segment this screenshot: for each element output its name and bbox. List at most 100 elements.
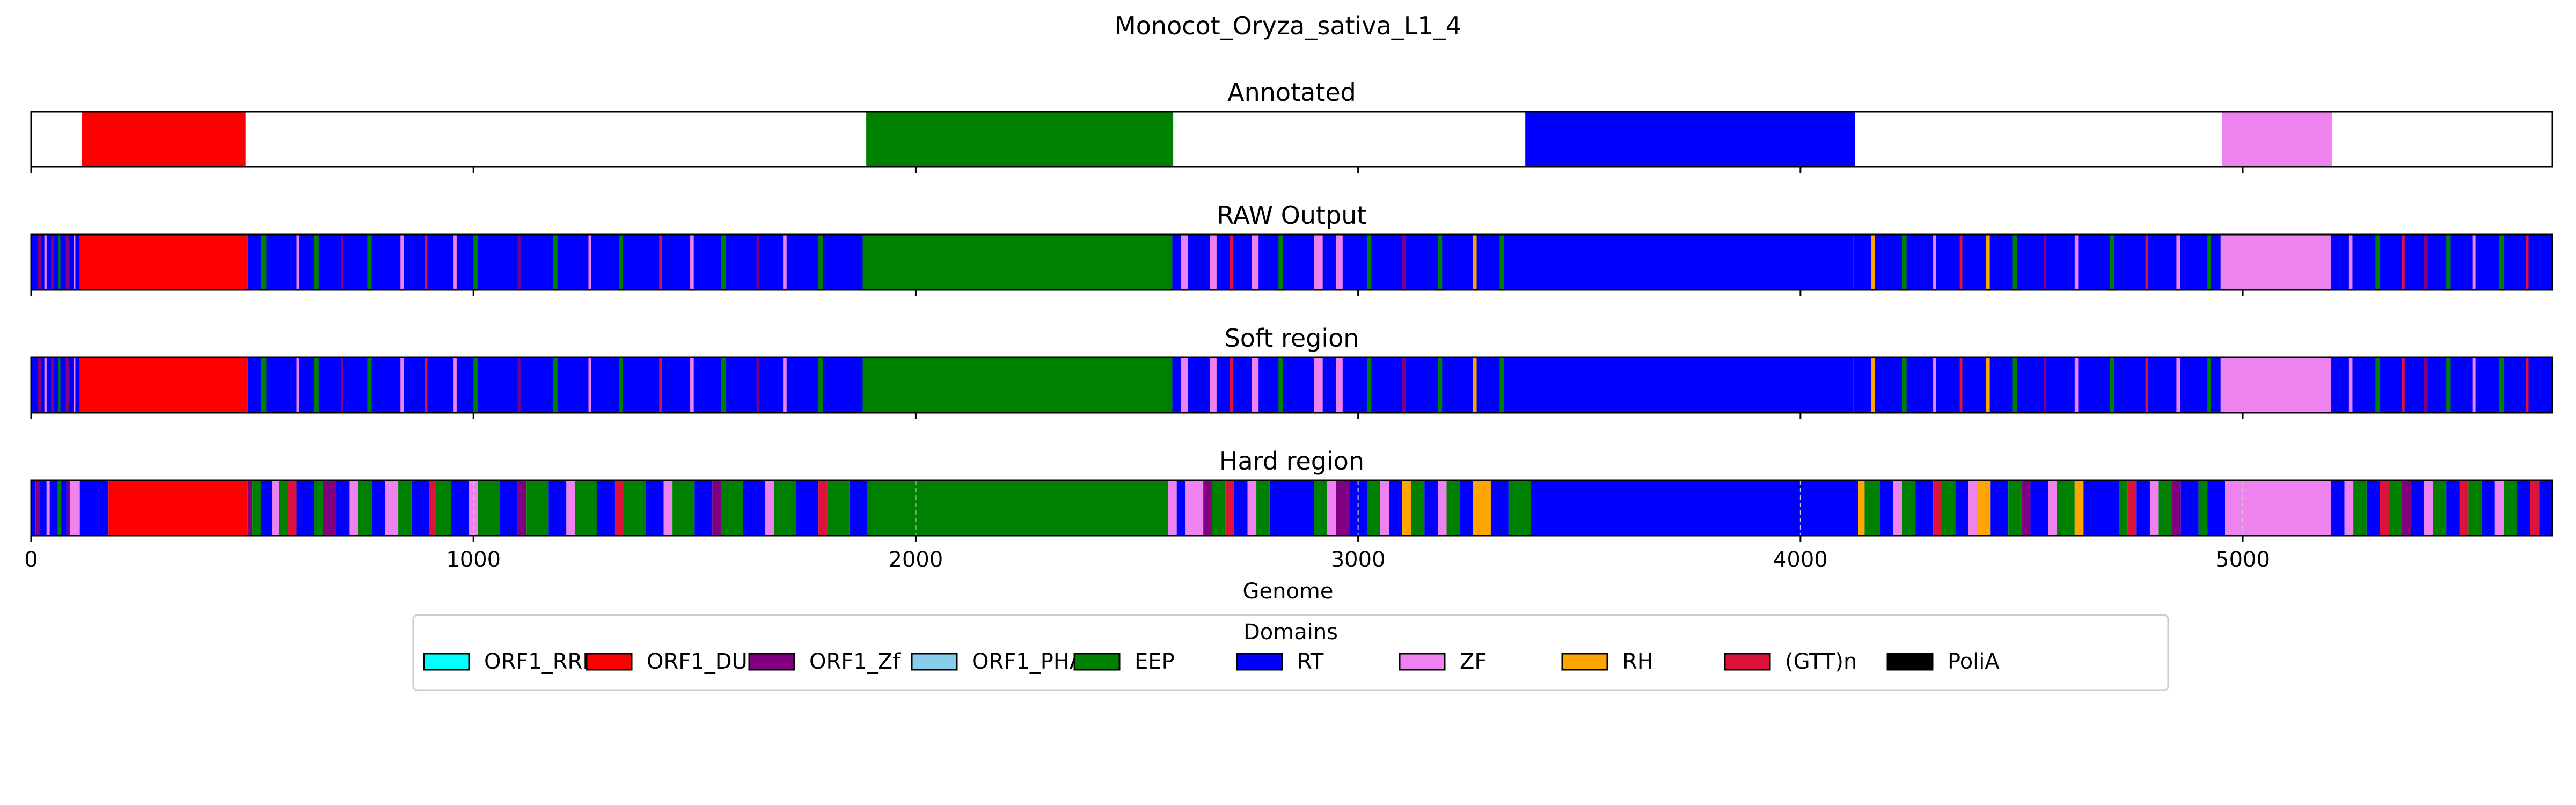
segment-orf1-zf bbox=[340, 235, 343, 290]
segment-rt bbox=[296, 480, 314, 536]
segment-rt bbox=[597, 480, 615, 536]
segment-rh bbox=[1857, 480, 1865, 536]
legend-label: PoliA bbox=[1948, 649, 2000, 674]
segment-zf bbox=[349, 480, 358, 536]
segment-zf bbox=[2074, 357, 2079, 413]
legend: Domains ORF1_RRM ORF1_DUF ORF1_Zf ORF1_PHA E… bbox=[412, 614, 2169, 691]
x-axis-label: Genome bbox=[1242, 579, 1333, 604]
segment-zf bbox=[1314, 357, 1323, 413]
segment-gtt-n bbox=[2459, 480, 2469, 536]
segment-orf1-zf bbox=[756, 235, 759, 290]
segment-eep bbox=[2158, 480, 2172, 536]
track-hard-region: Hard region bbox=[30, 447, 2553, 542]
segment-zf bbox=[2176, 357, 2180, 413]
segment-zf bbox=[1893, 480, 1902, 536]
segment-eep bbox=[398, 480, 412, 536]
legend-item-zf: ZF bbox=[1399, 649, 1487, 674]
segment-eep bbox=[2446, 235, 2451, 290]
segment-eep bbox=[252, 480, 261, 536]
segment-zf bbox=[1380, 480, 1389, 536]
segment-eep bbox=[721, 480, 743, 536]
legend-item-rh: RH bbox=[1561, 649, 1653, 674]
legend-swatch bbox=[1561, 653, 1608, 671]
segment-eep bbox=[2353, 480, 2367, 536]
segment-orf1-zf bbox=[1336, 480, 1350, 536]
legend-title: Domains bbox=[1243, 620, 1338, 645]
segment-eep bbox=[867, 480, 1168, 536]
legend-label: ORF1_PHA bbox=[972, 649, 1085, 674]
segment-gtt-n bbox=[2402, 235, 2405, 290]
segment-zf bbox=[1210, 235, 1217, 290]
segment-rt bbox=[2411, 480, 2424, 536]
segment-zf bbox=[74, 235, 76, 290]
legend-item-orf1-zf: ORF1_Zf bbox=[748, 649, 901, 674]
segment-eep bbox=[2110, 235, 2115, 290]
segment-zf bbox=[2176, 235, 2180, 290]
legend-item-orf1-pha: ORF1_PHA bbox=[911, 649, 1085, 674]
segment-rt bbox=[1915, 480, 1934, 536]
segment-orf1-zf bbox=[712, 480, 721, 536]
segment-eep bbox=[1256, 480, 1270, 536]
track-title: RAW Output bbox=[1217, 201, 1367, 230]
legend-item-polia: PoliA bbox=[1886, 649, 2000, 674]
segment-orf1-zf bbox=[756, 357, 759, 413]
segment-zf bbox=[1185, 480, 1204, 536]
legend-label: ORF1_RRM bbox=[484, 649, 601, 674]
segment-eep bbox=[1411, 480, 1425, 536]
segment-rt bbox=[2030, 480, 2048, 536]
segment-orf1-zf bbox=[38, 357, 41, 413]
segment-zf bbox=[469, 480, 478, 536]
segment-rh bbox=[1473, 235, 1477, 290]
segment-rh bbox=[1473, 480, 1491, 536]
segment-zf bbox=[1933, 357, 1936, 413]
segment-rt bbox=[31, 480, 36, 536]
segment-orf1-zf bbox=[38, 235, 41, 290]
segment-eep bbox=[1902, 480, 1916, 536]
segment-zf bbox=[2225, 480, 2331, 536]
legend-label: ORF1_Zf bbox=[809, 649, 901, 674]
segment-eep bbox=[827, 480, 850, 536]
segment-zf bbox=[2222, 112, 2332, 167]
segment-rh bbox=[1986, 235, 1990, 290]
segment-rt bbox=[451, 480, 469, 536]
segment-orf1-zf bbox=[323, 480, 336, 536]
segment-rt bbox=[548, 480, 567, 536]
segment-eep bbox=[866, 112, 1174, 167]
segment-zf bbox=[70, 480, 80, 536]
segment-eep bbox=[261, 235, 267, 290]
segment-eep bbox=[1367, 357, 1372, 413]
segment-orf1-zf bbox=[247, 480, 253, 536]
segment-eep bbox=[2433, 480, 2447, 536]
segment-eep bbox=[58, 235, 61, 290]
segment-gtt-n bbox=[659, 235, 662, 290]
segment-eep bbox=[314, 235, 319, 290]
segment-rt bbox=[1176, 480, 1186, 536]
x-tick-label: 5000 bbox=[2215, 547, 2270, 572]
segment-gtt-n bbox=[288, 480, 297, 536]
segment-rt bbox=[2180, 480, 2199, 536]
segment-rh bbox=[1402, 480, 1411, 536]
segment-eep bbox=[553, 235, 558, 290]
segment-rt bbox=[40, 480, 47, 536]
segment-zf bbox=[765, 480, 774, 536]
legend-label: EEP bbox=[1135, 649, 1175, 674]
segment-zf bbox=[400, 357, 404, 413]
segment-gtt-n bbox=[614, 480, 624, 536]
segment-zf bbox=[1168, 480, 1177, 536]
segment-orf1-zf bbox=[2424, 357, 2428, 413]
segment-rt bbox=[2366, 480, 2380, 536]
genome-axis: 0 1000 2000 3000 4000 5000 bbox=[24, 547, 2270, 572]
segment-zf bbox=[1327, 480, 1336, 536]
segment-eep bbox=[2446, 357, 2451, 413]
track-annotated: Annotated bbox=[30, 78, 2553, 173]
segment-eep bbox=[2375, 235, 2380, 290]
segment-eep bbox=[2468, 480, 2482, 536]
legend-items: ORF1_RRM ORF1_DUF ORF1_Zf ORF1_PHA EEP RT ZF RH… bbox=[423, 649, 2000, 674]
segment-gtt-n bbox=[2380, 480, 2389, 536]
segment-rt bbox=[2539, 480, 2552, 536]
track-frame bbox=[30, 356, 2553, 414]
segment-gtt-n bbox=[2402, 357, 2405, 413]
segment-eep bbox=[1367, 480, 1380, 536]
x-tick-label: 1000 bbox=[446, 547, 501, 572]
segment-gtt-n bbox=[2526, 357, 2529, 413]
